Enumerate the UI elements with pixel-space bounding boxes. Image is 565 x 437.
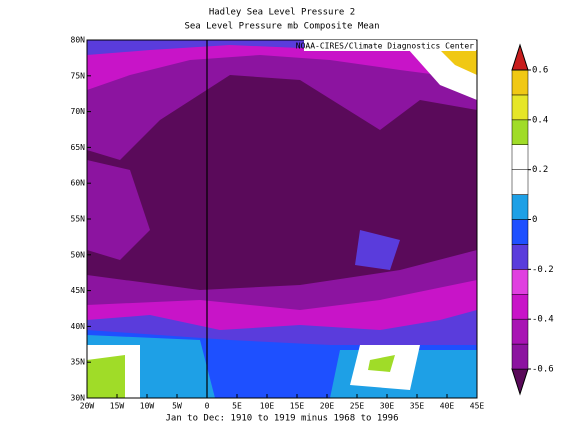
y-tick-label: 40N (71, 322, 86, 331)
colorbar-tick-label: -0.6 (532, 365, 554, 375)
x-tick-label: 40E (440, 402, 455, 411)
y-tick-label: 60N (71, 179, 86, 188)
axes: 20W 15W 10W 5W 0 5E 10E 15E 20E 25E 30E 35E 40E 45E 30… (71, 36, 485, 411)
colorbar: -0.6 -0.4 -0.2 0 0.2 0.4 0.6 (511, 43, 554, 396)
y-tick-label: 70N (71, 107, 86, 116)
x-tick-label: 45E (470, 402, 485, 411)
colorbar-bin (511, 219, 529, 245)
field-region (368, 355, 395, 372)
colorbar-tick-label: 0.2 (532, 165, 548, 175)
x-tick-label: 30E (380, 402, 395, 411)
x-tick-label: 5E (232, 402, 242, 411)
field-region (440, 50, 477, 75)
colorbar-under (511, 368, 529, 396)
x-tick-label: 35E (410, 402, 425, 411)
colorbar-tick-label: -0.2 (532, 265, 554, 275)
colorbar-bin (511, 94, 529, 121)
colorbar-bin (511, 294, 529, 320)
x-tick-label: 10W (140, 402, 155, 411)
x-tick-label: 15E (290, 402, 305, 411)
y-tick-label: 45N (71, 286, 86, 295)
colorbar-bin (511, 144, 529, 170)
y-tick-label: 30N (71, 394, 86, 403)
credit-box (304, 40, 476, 51)
footer: Jan to Dec: 1910 to 1919 minus 1968 to 1… (166, 414, 399, 424)
colorbar-tick-label: 0 (532, 215, 537, 225)
colorbar-bin (511, 69, 529, 96)
colorbar-bin (511, 343, 529, 370)
field-region (355, 230, 400, 270)
colorbar-bin (511, 244, 529, 270)
field-region (87, 160, 150, 260)
x-tick-label: 5W (172, 402, 182, 411)
x-tick-label: 20W (80, 402, 95, 411)
field-region (87, 40, 477, 90)
colorbar-bin (511, 119, 529, 146)
colorbar-bin (511, 194, 529, 220)
x-tick-label: 10E (260, 402, 275, 411)
colorbar-bin (511, 269, 529, 295)
y-tick-label: 50N (71, 250, 86, 259)
x-tick-label: 0 (205, 402, 210, 411)
x-tick-label: 15W (110, 402, 125, 411)
field-region (87, 355, 125, 398)
y-tick-label: 55N (71, 215, 86, 224)
title: Hadley Sea Level Pressure 2 (209, 8, 355, 18)
subtitle: Sea Level Pressure mb Composite Mean (184, 22, 379, 32)
map-field (86, 39, 478, 399)
colorbar-tick-label: 0.4 (532, 115, 548, 125)
y-tick-label: 35N (71, 358, 86, 367)
colorbar-tick-label: -0.4 (532, 315, 554, 325)
colorbar-over (511, 43, 529, 71)
field-region (87, 40, 477, 160)
y-tick-label: 75N (71, 71, 86, 80)
colorbar-bin (511, 169, 529, 195)
x-tick-label: 25E (350, 402, 365, 411)
colorbar-bin (511, 318, 529, 345)
y-tick-label: 80N (71, 36, 86, 45)
colorbar-tick-label: 0.6 (532, 66, 548, 76)
y-tick-label: 65N (71, 143, 86, 152)
x-tick-label: 20E (320, 402, 335, 411)
credit: NOAA-CIRES/Climate Diagnostics Center (296, 42, 474, 51)
